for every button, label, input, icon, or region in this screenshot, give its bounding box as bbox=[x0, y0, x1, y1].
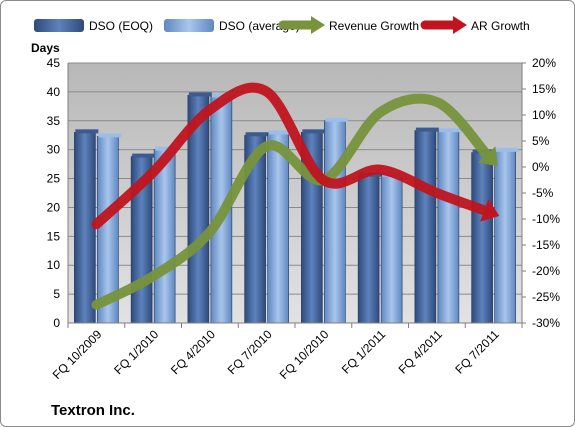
x-tick-label: FQ 10/2009 bbox=[50, 327, 105, 382]
bar-dso-eoq bbox=[471, 149, 496, 324]
bar-body bbox=[380, 175, 403, 324]
y-tick-label: 40 bbox=[47, 85, 61, 99]
y-tick-label: 20 bbox=[47, 200, 61, 214]
y2-tick-label: -15% bbox=[532, 238, 560, 252]
bar-body bbox=[414, 130, 437, 324]
bar-cap bbox=[268, 130, 292, 135]
y-tick-label: 15 bbox=[47, 229, 61, 243]
company-label: Textron Inc. bbox=[51, 402, 135, 419]
x-tick-label: FQ 7/2010 bbox=[225, 327, 275, 377]
legend-dso-average-swatch bbox=[164, 19, 214, 32]
bar-cap bbox=[132, 153, 156, 158]
revenue-growth-line bbox=[91, 93, 492, 310]
y2-tick-label: 20% bbox=[532, 56, 556, 70]
y2-tick-label: -20% bbox=[532, 264, 560, 278]
bar-dso-eoq bbox=[244, 132, 269, 324]
legend-ar-growth-label: AR Growth bbox=[471, 19, 530, 33]
bar-cap bbox=[302, 129, 326, 134]
y2-tick-label: 15% bbox=[532, 82, 556, 96]
bar-cap bbox=[75, 129, 99, 134]
bar-dso-eoq bbox=[414, 127, 439, 324]
bar-dso-average bbox=[380, 172, 406, 324]
bar-cap bbox=[325, 117, 349, 122]
legend-dso-eoq-label: DSO (EOQ) bbox=[89, 19, 153, 33]
legend-ar-growth-arrowhead bbox=[453, 16, 467, 34]
left-axis: 0 5 10 15 20 25 30 35 40 45 bbox=[47, 56, 69, 330]
y2-tick-label: 5% bbox=[532, 134, 550, 148]
bar-dso-average bbox=[437, 128, 462, 324]
x-tick-label: FQ 1/2010 bbox=[111, 327, 161, 377]
bar-body bbox=[437, 130, 460, 324]
y2-tick-label: 10% bbox=[532, 108, 556, 122]
bar-dso-average bbox=[324, 117, 349, 324]
bar-cap bbox=[438, 128, 462, 133]
y-tick-label: 0 bbox=[53, 316, 60, 330]
revenue-growth-series bbox=[91, 93, 498, 310]
ar-growth-arrowhead bbox=[480, 199, 500, 222]
x-tick-label: FQ 1/2011 bbox=[339, 327, 389, 377]
bar-body bbox=[267, 133, 289, 324]
bar-body bbox=[471, 152, 493, 324]
x-axis: FQ 10/2009 FQ 1/2010 FQ 4/2010 FQ 7/2010 FQ … bbox=[50, 322, 523, 382]
bar-dso-average bbox=[494, 147, 519, 324]
bar-body bbox=[494, 150, 516, 324]
y-axis-title: Days bbox=[31, 41, 60, 55]
y-tick-label: 25 bbox=[47, 172, 61, 186]
legend-ar-growth: AR Growth bbox=[420, 16, 530, 34]
legend-dso-eoq: DSO (EOQ) bbox=[34, 19, 153, 33]
bar-dso-eoq bbox=[357, 172, 383, 324]
x-tick-label: FQ 10/2010 bbox=[277, 327, 332, 382]
legend-revenue-growth-arrowhead bbox=[311, 16, 325, 34]
y2-tick-label: -25% bbox=[532, 290, 560, 304]
legend-dso-eoq-swatch bbox=[34, 19, 84, 32]
y-tick-label: 35 bbox=[47, 114, 61, 128]
bar-cap bbox=[415, 127, 439, 132]
y2-tick-label: -10% bbox=[532, 212, 560, 226]
right-axis: -30% -25% -20% -15% -10% -5% 0% 5% 10% 15% 20% bbox=[521, 56, 560, 330]
revenue-growth-arrowhead bbox=[478, 146, 498, 167]
bar-body bbox=[153, 149, 176, 324]
bar-cap bbox=[495, 147, 519, 152]
bar-cap bbox=[188, 92, 212, 97]
bar-cap bbox=[245, 132, 269, 137]
y2-tick-label: -30% bbox=[532, 316, 560, 330]
bar-cap bbox=[98, 133, 122, 138]
x-tick-label: FQ 4/2011 bbox=[396, 327, 446, 377]
y2-tick-label: 0% bbox=[532, 160, 550, 174]
y-tick-label: 5 bbox=[53, 287, 60, 301]
bar-body bbox=[357, 175, 380, 324]
ar-growth-line bbox=[91, 82, 490, 230]
y-tick-label: 10 bbox=[47, 258, 61, 272]
bar-body bbox=[74, 132, 96, 324]
ar-growth-series bbox=[91, 82, 500, 230]
growth-lines bbox=[91, 82, 500, 310]
y-tick-label: 30 bbox=[47, 143, 61, 157]
legend: DSO (EOQ) DSO (average) Revenue Growth A… bbox=[34, 16, 530, 34]
y2-tick-label: -5% bbox=[532, 186, 554, 200]
legend-revenue-growth: Revenue Growth bbox=[278, 16, 419, 34]
y-tick-label: 45 bbox=[47, 56, 61, 70]
x-tick-label: FQ 7/2011 bbox=[452, 327, 502, 377]
x-tick-label: FQ 4/2010 bbox=[168, 327, 218, 377]
bar-cap bbox=[155, 146, 179, 151]
bar-body bbox=[324, 120, 346, 324]
legend-revenue-growth-label: Revenue Growth bbox=[329, 19, 419, 33]
